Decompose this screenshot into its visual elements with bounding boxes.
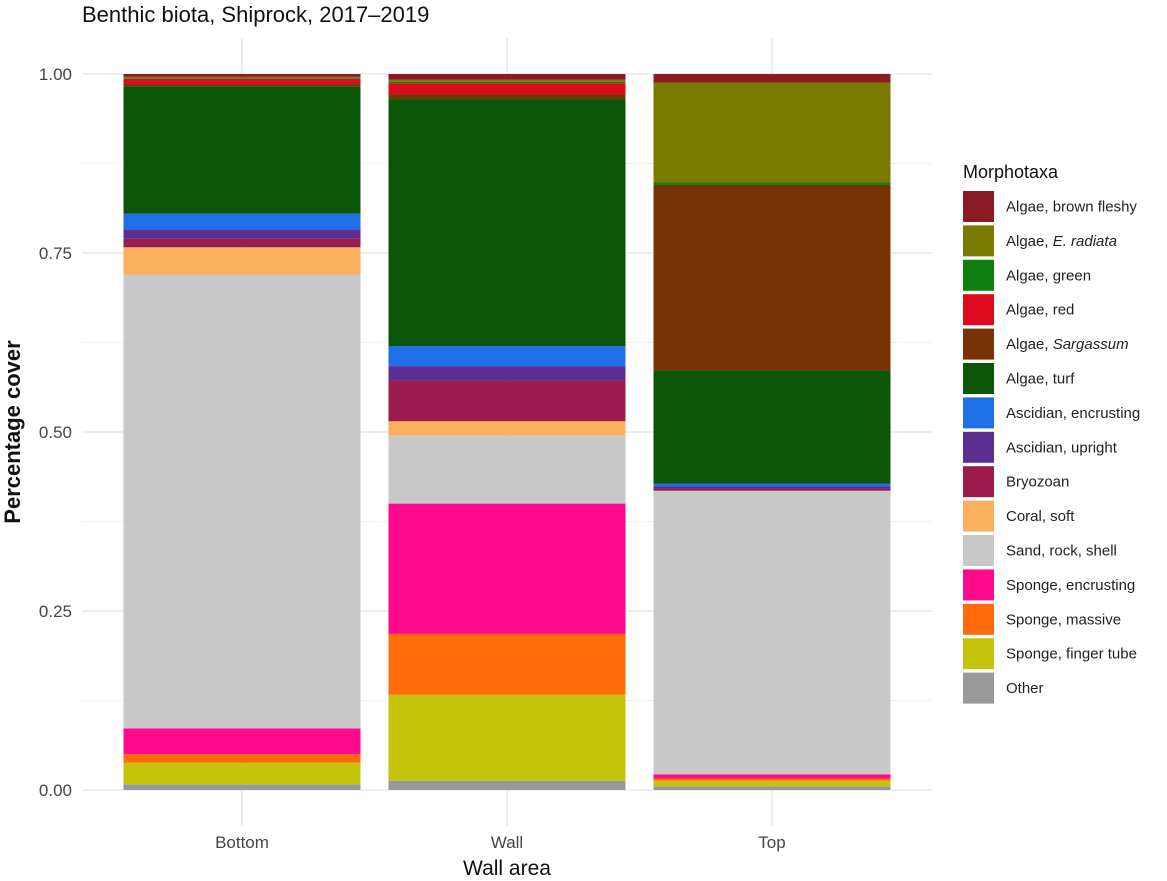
bar-segment <box>123 74 361 77</box>
y-tick-label: 0.75 <box>39 244 72 263</box>
bar-segment <box>653 490 891 775</box>
bar-segment <box>653 774 891 779</box>
bar-segment <box>653 780 891 787</box>
legend-key <box>963 638 994 670</box>
bar-segment <box>653 488 891 491</box>
bar-segment <box>123 229 361 239</box>
legend-label: Algae, green <box>1006 267 1091 284</box>
legend-key <box>963 535 994 566</box>
bar-segment <box>123 754 361 763</box>
bar-segment <box>388 366 626 381</box>
bar-segment <box>123 78 361 80</box>
x-axis-title: Wall area <box>463 857 551 880</box>
y-axis-title: Percentage cover <box>0 340 25 524</box>
legend-key <box>963 397 994 429</box>
legend-key <box>963 569 994 601</box>
bar-segment <box>123 86 361 214</box>
legend: Morphotaxa Algae, brown fleshy Algae, E. … <box>963 162 1140 704</box>
legend-label: Sponge, massive <box>1006 611 1121 628</box>
bar-segment <box>388 380 626 422</box>
bar-segment <box>653 483 891 487</box>
legend-key <box>963 225 994 257</box>
bar-segment <box>123 274 361 729</box>
bar-segment <box>653 486 891 489</box>
bar-segment <box>388 780 626 790</box>
legend-label: Sponge, finger tube <box>1006 646 1137 663</box>
bar-segment <box>388 421 626 436</box>
bar-segment <box>123 84 361 87</box>
legend-key <box>963 466 994 498</box>
bar-segment <box>388 81 626 84</box>
bar-segment <box>388 94 626 100</box>
y-tick-label: 0.00 <box>39 781 72 800</box>
y-tick-label: 1.00 <box>39 65 72 84</box>
bar-segment <box>123 784 361 790</box>
bar-segment <box>123 762 361 785</box>
bar-segment <box>653 184 891 371</box>
bar-segment <box>653 778 891 781</box>
x-tick-label: Top <box>758 833 785 852</box>
bar-segment <box>388 83 626 95</box>
bar-segment <box>653 182 891 185</box>
bar-segment <box>123 79 361 85</box>
bar-segment <box>388 633 626 695</box>
legend-key <box>963 328 994 360</box>
bar-segment <box>653 74 891 83</box>
legend-label: Bryozoan <box>1006 474 1069 491</box>
legend-label: Coral, soft <box>1006 508 1075 525</box>
bar-segment <box>388 99 626 347</box>
bar-segment <box>388 346 626 367</box>
legend-label: Algae, red <box>1006 302 1074 319</box>
bar-segment <box>653 82 891 183</box>
bar-segment <box>653 786 891 790</box>
y-axis: 0.00 0.25 0.50 0.75 1.00 <box>39 65 72 800</box>
bar-segment <box>388 435 626 504</box>
legend-label: Sand, rock, shell <box>1006 543 1117 560</box>
x-axis: Bottom Wall Top <box>215 833 786 852</box>
legend-label: Algae, brown fleshy <box>1006 199 1137 216</box>
bar-segment <box>123 213 361 230</box>
legend-key <box>963 294 994 326</box>
chart-title: Benthic biota, Shiprock, 2017–2019 <box>82 2 429 27</box>
y-tick-label: 0.25 <box>39 602 72 621</box>
bar-segment <box>653 370 891 484</box>
legend-label: Algae, E. radiata <box>1006 233 1117 250</box>
x-tick-label: Bottom <box>215 833 269 852</box>
legend-key <box>963 431 994 463</box>
bar-segment <box>123 247 361 275</box>
bars <box>123 74 891 790</box>
legend-label: Other <box>1006 680 1044 697</box>
bar-segment <box>123 238 361 248</box>
x-tick-label: Wall <box>491 833 523 852</box>
legend-key <box>963 363 994 394</box>
bar-segment <box>388 74 626 80</box>
legend-label: Ascidian, encrusting <box>1006 405 1140 422</box>
bar-segment <box>388 694 626 781</box>
legend-title: Morphotaxa <box>963 162 1059 182</box>
legend-key <box>963 259 994 291</box>
legend-label: Algae, turf <box>1006 371 1075 388</box>
legend-label: Sponge, encrusting <box>1006 577 1135 594</box>
legend-label: Ascidian, upright <box>1006 439 1118 456</box>
bar-segment <box>123 728 361 755</box>
legend-label: Algae, Sargassum <box>1006 336 1129 353</box>
legend-key <box>963 191 994 222</box>
legend-key <box>963 500 994 532</box>
bar-segment <box>388 503 626 634</box>
bar-segment <box>388 79 626 82</box>
y-tick-label: 0.50 <box>39 423 72 442</box>
legend-key <box>963 672 994 704</box>
legend-key <box>963 603 994 635</box>
bar-segment <box>123 76 361 79</box>
